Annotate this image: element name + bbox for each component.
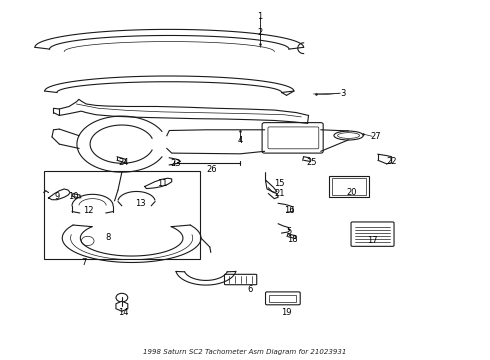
Text: 1: 1 bbox=[257, 12, 262, 21]
FancyBboxPatch shape bbox=[262, 123, 323, 153]
Text: 23: 23 bbox=[171, 159, 181, 168]
Ellipse shape bbox=[334, 131, 363, 140]
Text: 1998 Saturn SC2 Tachometer Asm Diagram for 21023931: 1998 Saturn SC2 Tachometer Asm Diagram f… bbox=[143, 349, 347, 355]
Bar bbox=[329, 176, 369, 197]
Text: 3: 3 bbox=[340, 89, 345, 98]
FancyBboxPatch shape bbox=[224, 274, 257, 285]
Text: 8: 8 bbox=[105, 233, 111, 242]
Text: 25: 25 bbox=[306, 158, 317, 167]
FancyBboxPatch shape bbox=[351, 222, 394, 246]
Text: 16: 16 bbox=[284, 206, 294, 215]
Text: 24: 24 bbox=[119, 158, 129, 167]
Text: 13: 13 bbox=[135, 199, 145, 208]
FancyBboxPatch shape bbox=[266, 292, 300, 305]
Text: 6: 6 bbox=[247, 285, 252, 294]
Text: 11: 11 bbox=[157, 179, 167, 188]
Text: 2: 2 bbox=[257, 28, 262, 37]
Ellipse shape bbox=[338, 133, 360, 138]
Text: 17: 17 bbox=[367, 237, 377, 246]
Text: 20: 20 bbox=[346, 188, 357, 197]
Text: 4: 4 bbox=[238, 136, 243, 145]
Text: 12: 12 bbox=[83, 206, 94, 215]
Bar bbox=[44, 171, 200, 259]
Text: 21: 21 bbox=[274, 189, 285, 198]
Text: 7: 7 bbox=[81, 258, 86, 267]
FancyBboxPatch shape bbox=[268, 127, 319, 149]
Text: 19: 19 bbox=[281, 308, 292, 317]
Bar bbox=[270, 296, 296, 302]
Text: 22: 22 bbox=[386, 157, 397, 166]
Bar bbox=[332, 178, 366, 195]
Text: 26: 26 bbox=[206, 165, 217, 174]
Text: 14: 14 bbox=[118, 308, 128, 317]
Text: 9: 9 bbox=[54, 192, 59, 201]
Text: 15: 15 bbox=[274, 179, 285, 188]
Text: 18: 18 bbox=[288, 235, 298, 244]
Text: 10: 10 bbox=[68, 192, 78, 201]
Text: 27: 27 bbox=[370, 132, 381, 141]
Text: 5: 5 bbox=[286, 228, 292, 237]
